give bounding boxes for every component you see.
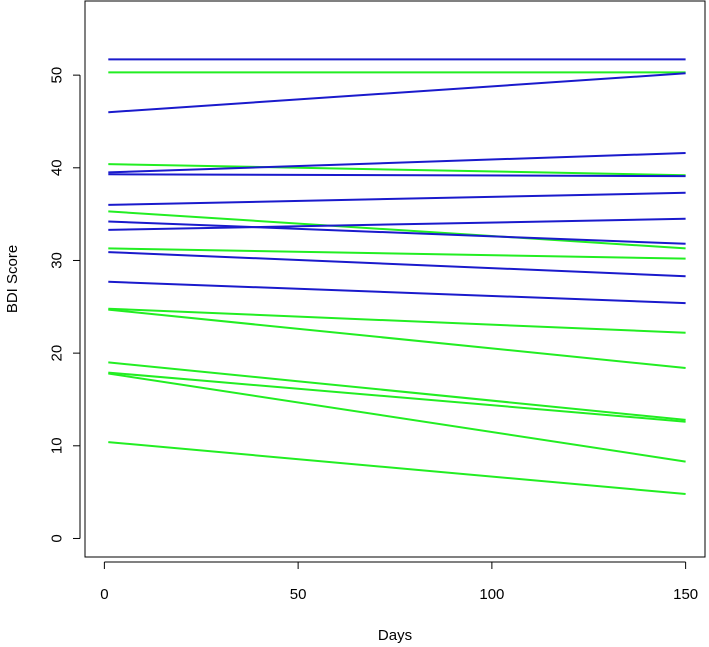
y-tick-label: 0 bbox=[49, 534, 66, 542]
series-line-9 bbox=[108, 220, 686, 245]
series-line-5 bbox=[108, 152, 686, 174]
plot-frame bbox=[84, 0, 706, 558]
x-tick-label: 100 bbox=[479, 586, 504, 603]
x-axis-title: Days bbox=[378, 627, 412, 644]
series-line-8 bbox=[108, 210, 686, 250]
series-line-13 bbox=[108, 280, 686, 305]
y-tick-label: 20 bbox=[49, 345, 66, 362]
series-line-7 bbox=[108, 191, 686, 206]
x-tick-label: 0 bbox=[100, 586, 108, 603]
y-tick-label: 50 bbox=[49, 67, 66, 84]
y-tick-label: 10 bbox=[49, 437, 66, 454]
series-line-6 bbox=[108, 173, 686, 178]
series-line-17 bbox=[108, 371, 686, 423]
y-tick-label: 40 bbox=[49, 159, 66, 176]
series-line-10 bbox=[108, 217, 686, 231]
x-axis: 0 50 100 150 bbox=[100, 561, 698, 603]
y-tick-label: 30 bbox=[49, 252, 66, 269]
y-axis: 0 10 20 30 40 50 bbox=[49, 67, 81, 543]
series-line-15 bbox=[108, 308, 686, 369]
series-line-11 bbox=[108, 247, 686, 260]
series-line-12 bbox=[108, 251, 686, 278]
x-tick-label: 150 bbox=[673, 586, 698, 603]
series-line-4 bbox=[108, 163, 686, 177]
series-line-3 bbox=[108, 72, 686, 114]
x-tick-label: 50 bbox=[290, 586, 307, 603]
y-axis-title: BDI Score bbox=[4, 245, 21, 313]
series-line-16 bbox=[108, 361, 686, 421]
series-line-14 bbox=[108, 307, 686, 334]
series-line-18 bbox=[108, 372, 686, 463]
series-line-19 bbox=[108, 441, 686, 495]
series-layer bbox=[108, 58, 686, 495]
